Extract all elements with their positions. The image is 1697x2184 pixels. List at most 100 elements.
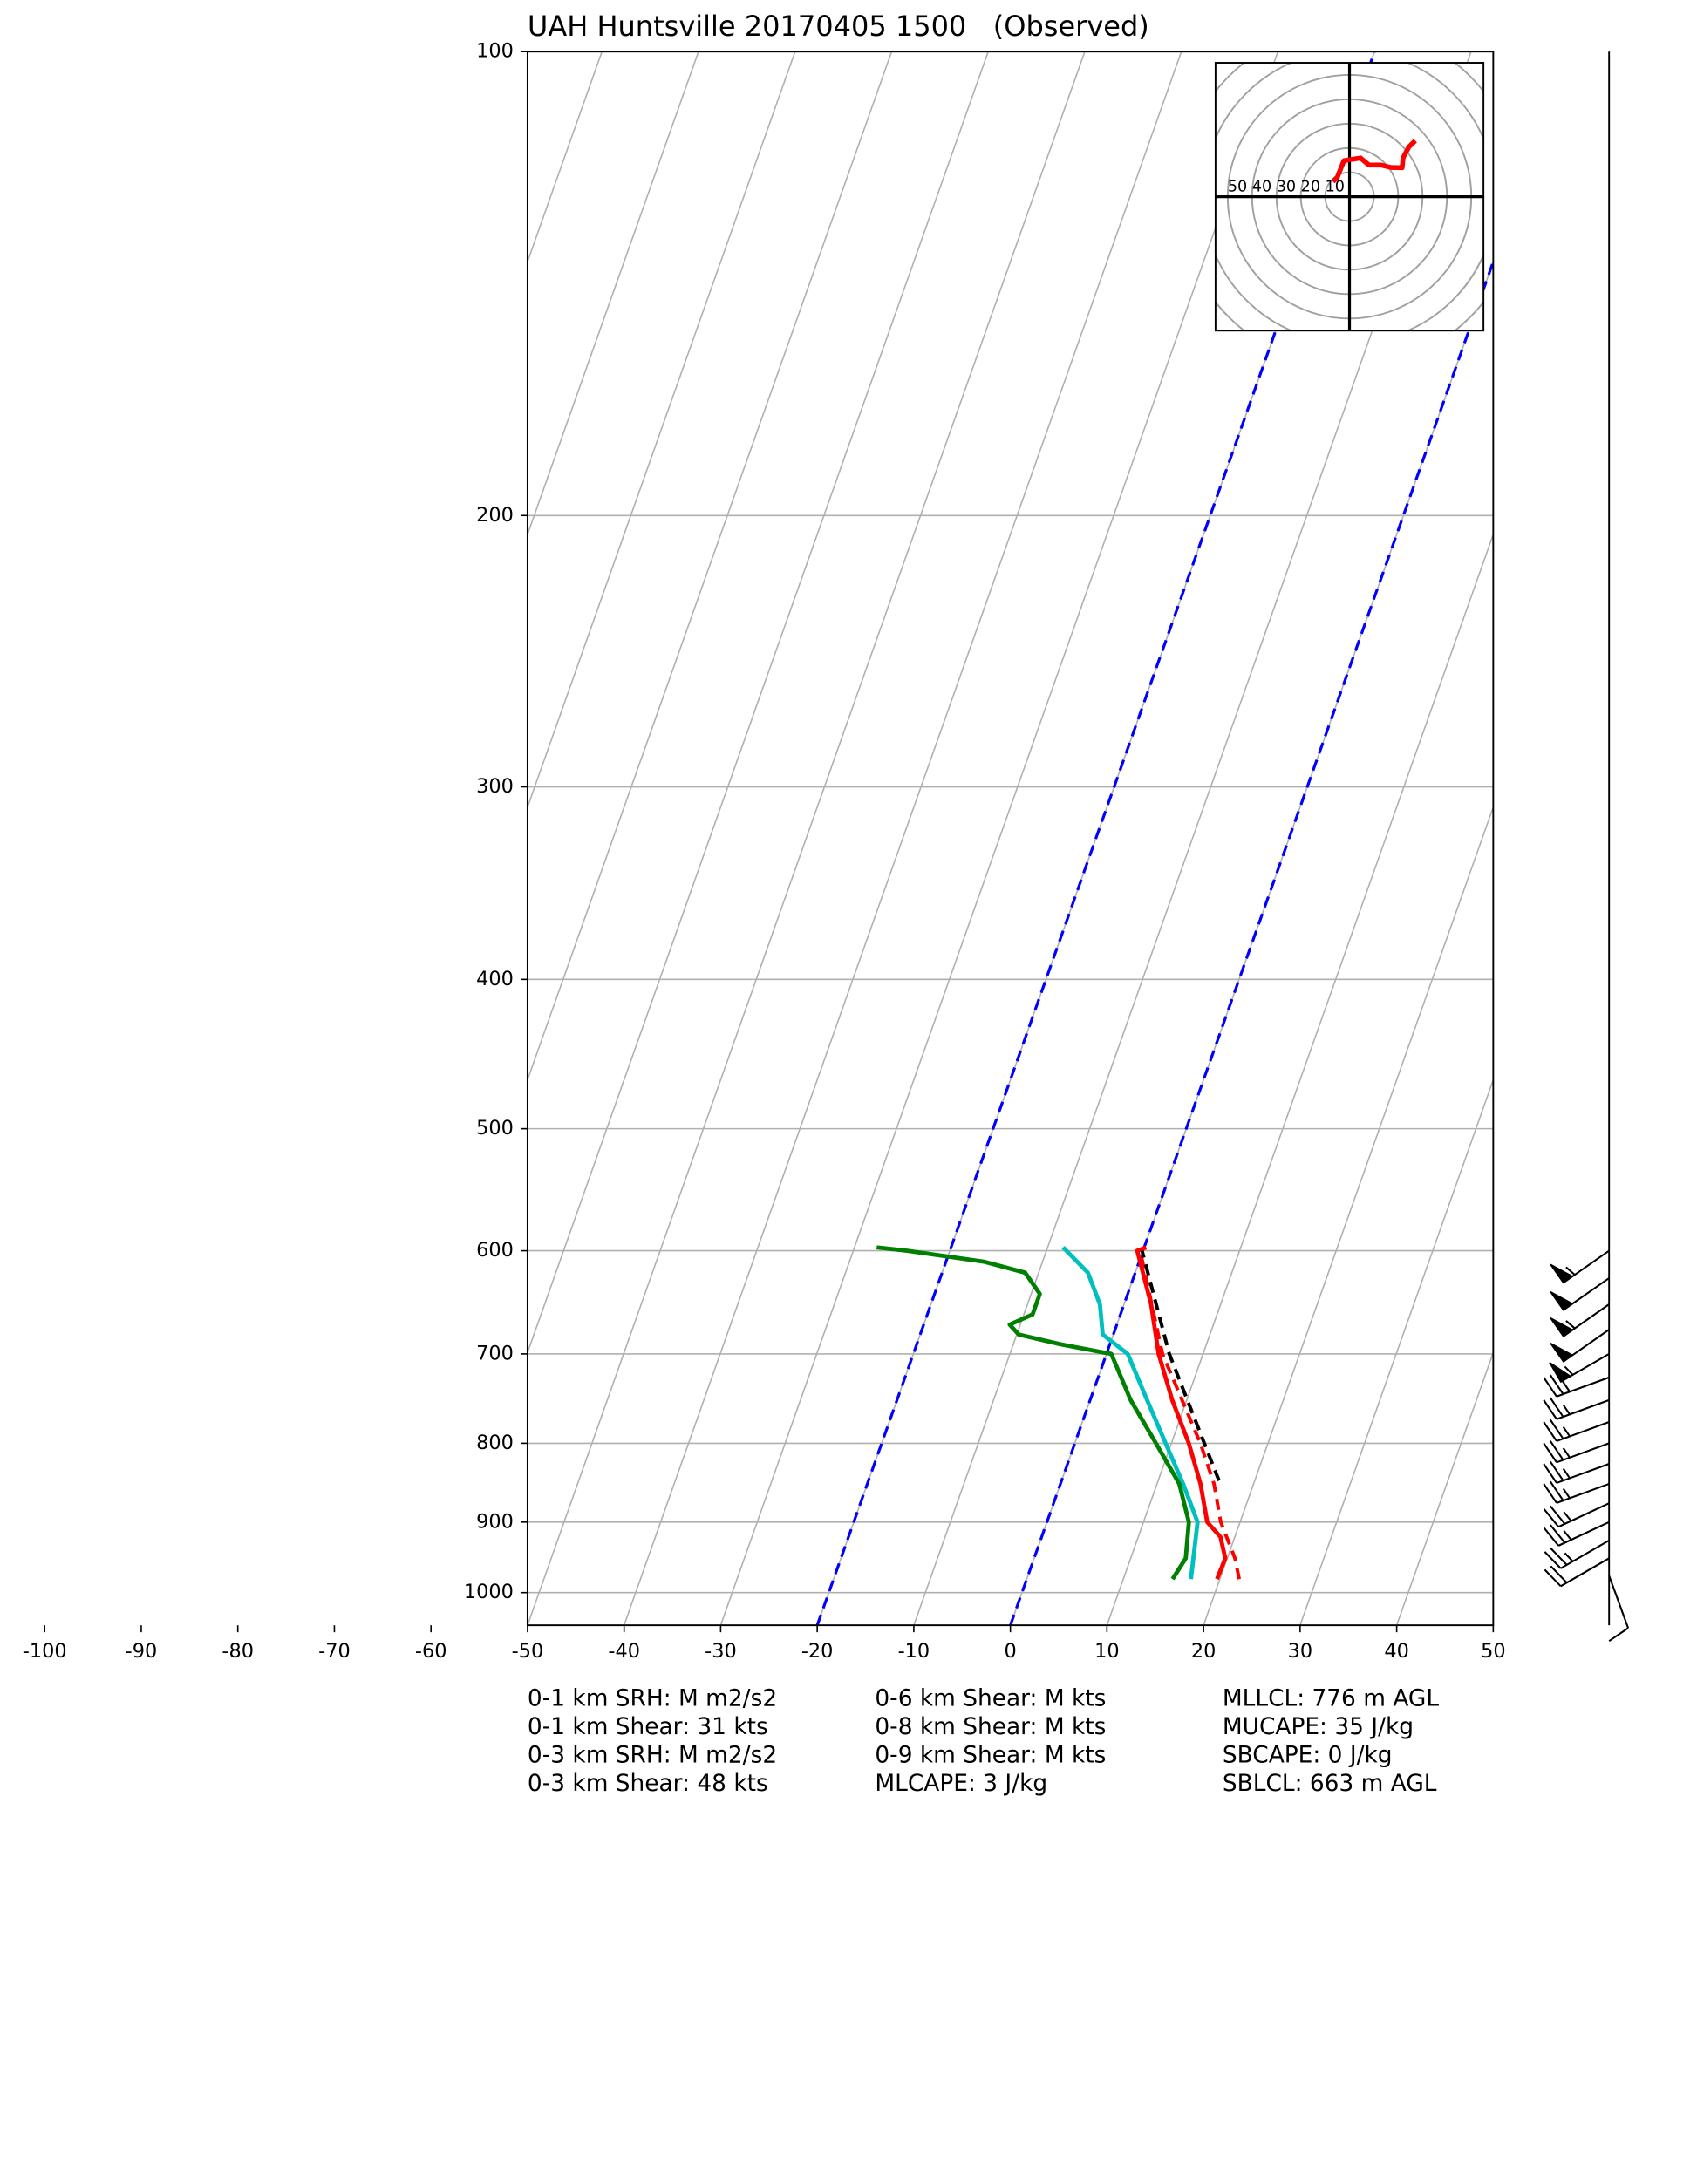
x-tick-label: 50 [1481,1640,1506,1663]
barb-staff [1544,1557,1610,1588]
highlight-isotherm [1009,257,1494,1626]
wind-barb [1544,1539,1610,1569]
isotherm [1106,532,1494,1626]
stat-text: SBCAPE: 0 J/kg [1223,1741,1393,1768]
profile-line [1140,1250,1221,1482]
wind-barb [1543,1480,1610,1504]
isotherm [527,51,699,537]
y-tick-label: 900 [476,1510,514,1533]
x-tick-label: -30 [705,1640,737,1663]
isotherm [719,51,1279,1626]
isotherm [527,51,893,1082]
x-tick-label: 30 [1288,1640,1313,1663]
stat-text: 0-9 km Shear: M kts [875,1741,1106,1768]
stat-text: MUCAPE: 35 J/kg [1223,1713,1414,1740]
wind-barb [1543,1460,1610,1484]
wind-barb [1543,1440,1610,1464]
stat-text: 0-8 km Shear: M kts [875,1713,1106,1740]
barb-staff [1543,1521,1610,1547]
y-tick-label: 400 [476,968,514,990]
y-tick-label: 1000 [464,1581,514,1603]
wind-barb [1550,1277,1610,1311]
y-tick-label: 500 [476,1117,514,1140]
profile-line [1061,1246,1200,1580]
x-tick-label: -20 [801,1640,834,1663]
wind-barb [1544,1557,1610,1588]
highlight-isotherm [815,51,1376,1626]
y-tick-label: 800 [476,1432,514,1454]
stat-text: SBLCL: 663 m AGL [1223,1770,1437,1797]
x-tick-label: 40 [1384,1640,1409,1663]
isotherm [527,51,796,810]
stat-text: 0-3 km SRH: M m2/s2 [528,1741,777,1768]
stat-text: MLLCL: 776 m AGL [1223,1684,1439,1711]
barb-staff [1543,1460,1610,1484]
hodo-inner [1215,63,1484,331]
wind-barb [1543,1371,1610,1398]
hodo-ring-label: 10 [1326,178,1345,195]
hodo-frame [1214,62,1485,332]
hodo-ring-label: 30 [1277,178,1296,195]
x-tick-label: -80 [221,1640,254,1663]
x-tick-label: -100 [23,1640,67,1663]
wind-barb [1550,1303,1610,1337]
y-tick-label: 200 [476,504,514,527]
stat-text: 0-1 km SRH: M m2/s2 [528,1684,777,1711]
profile-line [876,1245,1191,1581]
x-tick-label: -10 [898,1640,930,1663]
x-tick-label: -60 [415,1640,447,1663]
y-tick-label: 300 [476,775,514,798]
x-tick-label: -90 [126,1640,158,1663]
barb-staff [1543,1480,1610,1504]
stat-text: 0-1 km Shear: 31 kts [528,1713,768,1740]
isotherm [623,51,1182,1626]
barb-flag [1550,1343,1574,1363]
barb-staff [1543,1419,1610,1442]
stat-text: 0-6 km Shear: M kts [875,1684,1106,1711]
x-tick-label: 20 [1191,1640,1217,1663]
barb-staff [1544,1539,1610,1569]
wind-barb [1608,1575,1630,1643]
x-tick-label: 10 [1094,1640,1120,1663]
wind-barb [1543,1502,1610,1528]
stat-text: 0-3 km Shear: 48 kts [528,1770,768,1797]
profile-line [1135,1245,1228,1581]
chart-title: UAH Huntsville 20170405 1500 (Observed) [528,10,1149,43]
barb-flag [1549,1362,1572,1384]
stat-text: MLCAPE: 3 J/kg [875,1770,1047,1797]
wind-barb [1543,1419,1610,1442]
barb-flag [1550,1317,1574,1337]
wind-barb [1543,1397,1610,1420]
x-tick-label: -40 [608,1640,640,1663]
hodo-ring-label: 50 [1228,178,1247,195]
x-tick-label: -50 [512,1640,544,1663]
wind-barb [1543,1521,1610,1547]
profile-line [1138,1250,1241,1580]
hodograph: 10 20 30 40 50 [1214,62,1485,332]
barb-staff [1543,1440,1610,1464]
plot-area [527,51,1494,1626]
x-tick-label: 0 [1005,1640,1017,1663]
y-tick-label: 600 [476,1239,514,1262]
y-tick-label: 100 [476,40,514,63]
hodo-ring-label: 20 [1301,178,1320,195]
y-tick-label: 700 [476,1342,514,1364]
barb-staff [1543,1397,1610,1420]
x-tick-label: -70 [318,1640,351,1663]
wind-barb [1550,1249,1610,1284]
barb-staff [1608,1575,1630,1643]
wind-barb [1550,1329,1610,1363]
hodo-trace [1331,139,1417,184]
isotherm [1299,1078,1494,1626]
isotherm [1203,805,1494,1626]
barb-flag [1550,1290,1574,1311]
barb-staff [1543,1371,1610,1398]
plot-frame [526,51,1495,1627]
isotherm [527,51,989,1355]
barb-staff [1543,1502,1610,1528]
barb-flag [1550,1263,1574,1284]
wind-barb [1549,1353,1610,1384]
